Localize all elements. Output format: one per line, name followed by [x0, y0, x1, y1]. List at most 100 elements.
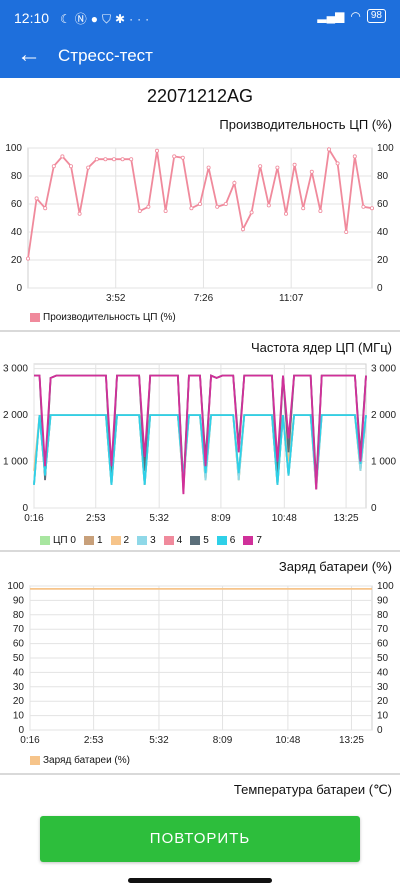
x-tick-label: 10:48 — [275, 735, 300, 746]
data-point — [318, 209, 323, 214]
x-tick-label: 8:09 — [211, 513, 231, 524]
data-point — [223, 202, 228, 207]
y-tick-label: 30 — [13, 682, 25, 693]
y-tick-label: 80 — [11, 171, 23, 182]
core-7-line — [34, 374, 367, 495]
y-tick-label: 80 — [13, 610, 25, 621]
y-tick-label-right: 0 — [371, 503, 377, 514]
legend-item: 6 — [216, 535, 235, 546]
y-tick-label: 2 000 — [3, 410, 28, 421]
data-point — [120, 157, 125, 162]
x-tick-label: 0:16 — [20, 735, 40, 746]
y-tick-label-right: 1 000 — [371, 457, 396, 468]
data-point — [86, 165, 91, 170]
y-tick-label: 60 — [13, 639, 25, 650]
data-point — [275, 165, 280, 170]
app-bar: ← Стресс-тест — [0, 34, 400, 78]
cpu-frequency-legend: ЦП 0 1 2 3 4 5 6 7 — [40, 535, 262, 546]
y-tick-label-right: 50 — [377, 653, 389, 664]
data-point — [326, 147, 331, 152]
data-point — [34, 196, 39, 201]
battery-temperature-title: Температура батареи (℃) — [233, 782, 392, 797]
data-point — [215, 204, 220, 209]
data-point — [94, 157, 99, 162]
y-tick-label: 1 000 — [3, 457, 28, 468]
x-tick-label: 13:25 — [334, 513, 359, 524]
battery-charge-chart: 0 0 10 10 20 20 30 30 40 40 50 50 60 60 70 70 80 80 90 90 10… — [7, 581, 394, 746]
y-tick-label: 40 — [13, 667, 25, 678]
battery-charge-legend: Заряд батареи (%) — [30, 755, 130, 766]
y-tick-label-right: 100 — [377, 143, 394, 154]
y-tick-label: 0 — [22, 503, 28, 514]
y-tick-label-right: 20 — [377, 696, 389, 707]
core-5-line — [34, 374, 367, 488]
moon-icon: ☾ — [60, 12, 75, 26]
data-point — [51, 164, 56, 169]
wifi-icon: ◠ — [350, 9, 361, 23]
battery-icon: 98 — [366, 9, 386, 23]
legend-swatch — [163, 536, 174, 545]
y-tick-label-right: 3 000 — [371, 364, 396, 375]
y-tick-label: 50 — [13, 653, 25, 664]
plot-frame — [27, 147, 373, 289]
cpu-performance-title: Производительность ЦП (%) — [219, 117, 392, 132]
gear-icon: ✱ — [115, 12, 130, 26]
data-point — [129, 157, 134, 162]
y-tick-label: 70 — [13, 624, 25, 635]
data-point — [206, 165, 211, 170]
legend-swatch — [30, 313, 40, 322]
legend-swatch — [83, 536, 94, 545]
data-point — [232, 181, 237, 186]
y-tick-label: 100 — [5, 143, 22, 154]
battery-charge-title: Заряд батареи (%) — [278, 559, 392, 574]
cpu-performance-legend: Производительность ЦП (%) — [30, 312, 176, 323]
legend-item: 3 — [137, 535, 156, 546]
data-point — [369, 206, 374, 211]
legend-item: 4 — [163, 535, 183, 546]
cpu-frequency-title: Частота ядер ЦП (МГц) — [250, 340, 392, 355]
nfc-icon: Ⓝ — [74, 12, 91, 26]
data-point — [172, 154, 177, 159]
data-point — [25, 256, 30, 261]
legend-swatch — [110, 536, 121, 545]
back-arrow-icon[interactable]: ← — [17, 41, 41, 68]
cpu-frequency-chart: 0 0 1 000 1 000 2 000 2 000 3 000 3 000 0:16 2:53… — [3, 363, 396, 524]
cpu-performance-chart: 0 0 20 20 40 40 60 60 80 80 100 100 3:52 7:26 11:07 — [5, 143, 394, 304]
device-model: 22071212AG — [146, 86, 254, 106]
app-icon: ● — [90, 12, 103, 26]
x-tick-label: 2:53 — [86, 513, 106, 524]
status-bar: 12:10 ☾Ⓝ●⛉✱··· ▂▄▆ ◠ 98 — [0, 0, 400, 34]
data-point — [283, 211, 288, 216]
page-title: Стресс-тест — [58, 46, 153, 65]
legend-item: 7 — [243, 535, 262, 546]
data-point — [352, 154, 357, 159]
retry-button[interactable]: ПОВТОРИТЬ — [40, 816, 360, 862]
y-tick-label-right: 80 — [377, 171, 389, 182]
y-tick-label-right: 0 — [377, 725, 383, 736]
y-tick-label: 40 — [11, 227, 23, 238]
y-tick-label-right: 40 — [377, 227, 389, 238]
legend-label: ЦП 0 — [53, 535, 76, 546]
legend-item: 2 — [110, 535, 129, 546]
y-tick-label-right: 40 — [377, 667, 389, 678]
x-tick-label: 3:52 — [106, 293, 126, 304]
status-icons: ☾Ⓝ●⛉✱··· — [60, 10, 153, 27]
y-tick-label-right: 20 — [377, 255, 389, 266]
data-point — [60, 154, 65, 159]
y-tick-label-right: 2 000 — [371, 410, 396, 421]
legend-label: 4 — [176, 535, 183, 546]
y-tick-label: 3 000 — [3, 364, 28, 375]
divider — [0, 550, 400, 552]
x-tick-label: 7:26 — [194, 293, 214, 304]
data-point — [301, 206, 306, 211]
y-tick-label: 20 — [11, 255, 23, 266]
legend-swatch — [30, 756, 40, 765]
x-tick-label: 0:16 — [24, 513, 44, 524]
legend-label: 7 — [256, 535, 262, 546]
legend-item: 5 — [190, 535, 209, 546]
y-tick-label-right: 80 — [377, 610, 389, 621]
x-tick-label: 13:25 — [339, 735, 364, 746]
data-point — [154, 148, 159, 153]
data-point — [146, 204, 151, 209]
y-tick-label-right: 60 — [377, 199, 389, 210]
